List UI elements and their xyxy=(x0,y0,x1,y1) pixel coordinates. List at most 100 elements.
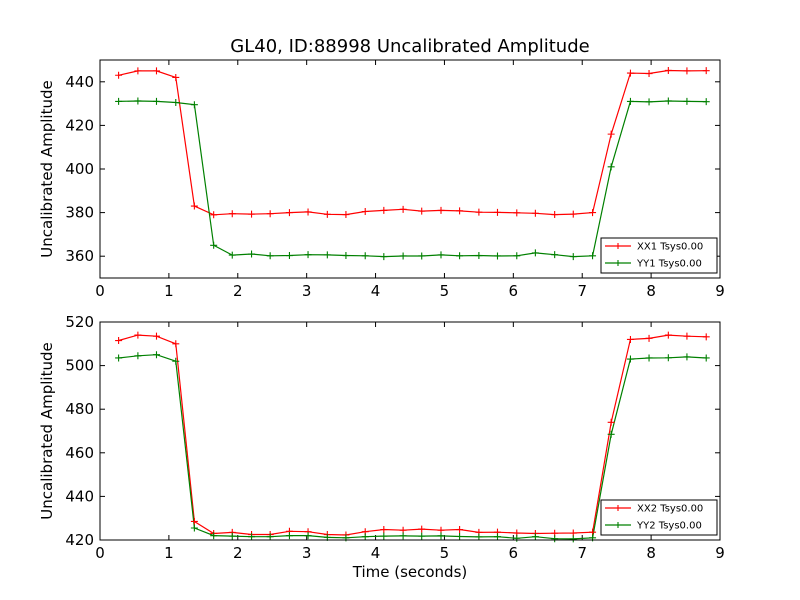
data-point xyxy=(190,524,198,532)
data-point xyxy=(626,69,634,77)
data-point xyxy=(456,526,464,534)
y-axis-label-top: Uncalibrated Amplitude xyxy=(38,80,56,257)
data-point xyxy=(418,525,426,533)
data-point xyxy=(210,211,218,219)
series-line-yy1 xyxy=(118,100,707,258)
data-point xyxy=(266,210,274,218)
data-point xyxy=(380,526,388,534)
data-point xyxy=(645,334,653,342)
data-point xyxy=(664,97,672,105)
data-point xyxy=(645,70,653,78)
data-point xyxy=(152,97,160,105)
data-point xyxy=(702,333,710,341)
data-point xyxy=(152,67,160,75)
data-point xyxy=(380,532,388,540)
data-point xyxy=(304,532,312,540)
plot-frame-bottom xyxy=(99,321,721,541)
data-point xyxy=(228,210,236,218)
data-point xyxy=(399,532,407,540)
data-point xyxy=(115,71,123,79)
data-point xyxy=(210,532,218,540)
data-point xyxy=(626,355,634,363)
data-point xyxy=(551,251,559,259)
data-point xyxy=(589,209,597,217)
data-point xyxy=(569,210,577,218)
data-point xyxy=(190,517,198,525)
data-point xyxy=(493,208,501,216)
x-tick-label: 5 xyxy=(440,282,450,300)
x-tick-label: 9 xyxy=(715,544,725,562)
x-tick-label: 6 xyxy=(509,282,519,300)
data-point xyxy=(683,353,691,361)
legend-marker-xx2 xyxy=(615,505,621,511)
data-point xyxy=(664,331,672,339)
legend-label-yy1: YY1 Tsys0.00 xyxy=(636,259,702,270)
data-point xyxy=(248,533,256,541)
y-tick-label: 420 xyxy=(65,116,94,134)
x-tick-label: 8 xyxy=(646,282,656,300)
data-point xyxy=(115,337,123,345)
data-point xyxy=(323,251,331,259)
data-point xyxy=(645,354,653,362)
data-point xyxy=(134,97,142,105)
data-point xyxy=(418,252,426,260)
legend-marker-xx1 xyxy=(615,243,621,249)
x-tick-label: 7 xyxy=(577,544,587,562)
data-point xyxy=(304,208,312,216)
data-point xyxy=(493,533,501,541)
x-tick-label: 4 xyxy=(371,282,381,300)
y-tick-label: 480 xyxy=(65,400,94,418)
x-tick-label: 3 xyxy=(302,544,312,562)
y-tick-label: 400 xyxy=(65,160,94,178)
data-point xyxy=(361,208,369,216)
data-point xyxy=(683,332,691,340)
legend-marker-yy1 xyxy=(615,260,621,266)
y-tick-label: 380 xyxy=(65,204,94,222)
data-point xyxy=(172,340,180,348)
data-point xyxy=(134,67,142,75)
x-axis-label: Time (seconds) xyxy=(352,563,468,581)
data-point xyxy=(228,532,236,540)
x-tick-label: 6 xyxy=(509,544,519,562)
data-point xyxy=(248,250,256,258)
data-point xyxy=(361,533,369,541)
x-tick-label: 0 xyxy=(95,282,105,300)
data-point xyxy=(531,249,539,257)
data-point xyxy=(228,251,236,259)
plot-frame-top xyxy=(99,59,721,279)
subplot-bottom: 0 1 2 3 4 5 6 7 8 9 420 440 460 480 500 520 Uncalibrate… xyxy=(38,313,725,581)
data-point xyxy=(513,252,521,260)
data-point xyxy=(190,202,198,210)
axis-ticks-bottom: 0 1 2 3 4 5 6 7 8 9 420 440 460 480 500 520 xyxy=(65,313,724,562)
data-point xyxy=(172,73,180,81)
data-point xyxy=(399,252,407,260)
legend-box-bottom xyxy=(600,499,718,536)
data-point xyxy=(683,67,691,75)
x-tick-label: 0 xyxy=(95,544,105,562)
data-point xyxy=(285,252,293,260)
data-point xyxy=(607,430,615,438)
data-point xyxy=(152,351,160,359)
y-tick-label: 460 xyxy=(65,444,94,462)
data-point xyxy=(380,253,388,261)
y-axis-label-bottom: Uncalibrated Amplitude xyxy=(38,342,56,519)
data-point xyxy=(493,252,501,260)
legend-label-xx1: XX1 Tsys0.00 xyxy=(637,242,703,253)
data-point xyxy=(702,67,710,75)
data-point xyxy=(152,332,160,340)
data-point xyxy=(285,209,293,217)
legend-label-yy2: YY2 Tsys0.00 xyxy=(636,521,702,532)
data-point xyxy=(475,208,483,216)
data-point xyxy=(456,533,464,541)
chart-title: GL40, ID:88998 Uncalibrated Amplitude xyxy=(230,36,589,57)
data-point xyxy=(456,207,464,215)
data-point xyxy=(551,211,559,219)
data-point xyxy=(134,352,142,360)
legend-label-xx2: XX2 Tsys0.00 xyxy=(637,504,703,515)
x-tick-label: 5 xyxy=(440,544,450,562)
data-point xyxy=(342,211,350,219)
x-tick-label: 2 xyxy=(233,282,243,300)
data-point xyxy=(645,98,653,106)
data-point xyxy=(569,253,577,261)
